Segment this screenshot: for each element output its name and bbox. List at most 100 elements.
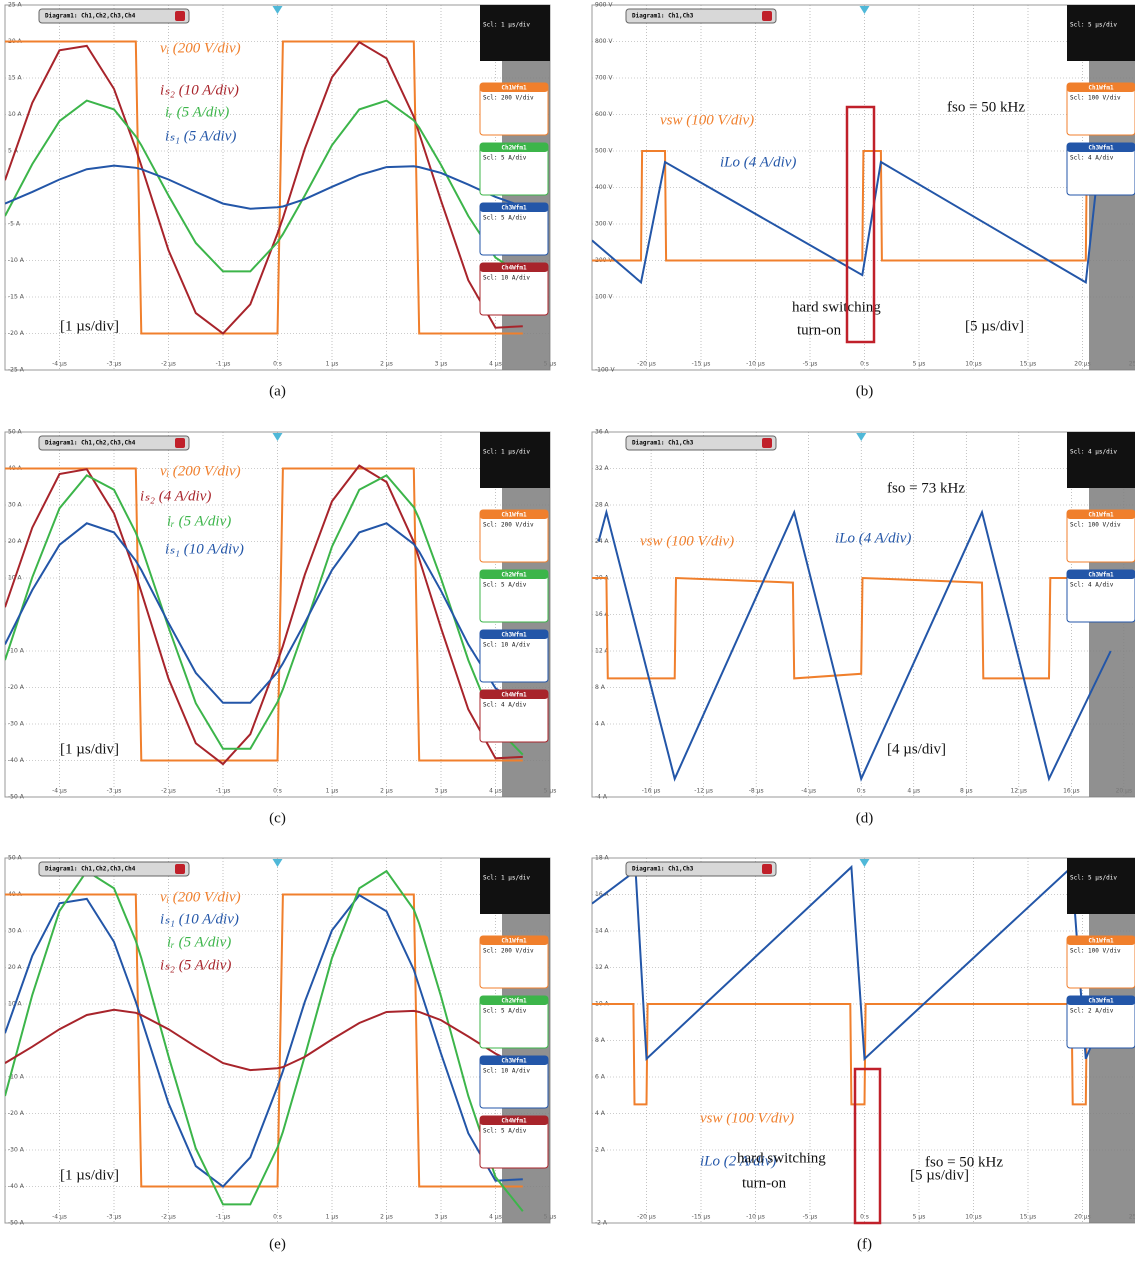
annotation: [1 µs/div]: [60, 741, 119, 757]
header: Diagram1: Ch1,Ch3: [632, 440, 694, 447]
annotation: fso = 50 kHz: [947, 99, 1025, 115]
y-tick-label: 800 V: [595, 38, 613, 45]
x-tick-label: 0 s: [860, 1214, 869, 1221]
y-tick-label: -20 A: [8, 684, 25, 691]
channel-title: Ch3Wfm1: [1088, 572, 1114, 579]
channel-scale: Scl: 100 V/div: [1070, 95, 1121, 102]
x-tick-label: -4 µs: [801, 788, 816, 795]
annotation: turn-on: [742, 1175, 787, 1191]
channel-title: Ch1Wfm1: [1088, 512, 1114, 519]
y-tick-label: 8 A: [595, 684, 606, 691]
timebase: Scl: 1 µs/div: [483, 22, 530, 29]
y-tick-label: 28 A: [595, 502, 610, 509]
y-tick-label: 600 V: [595, 111, 613, 118]
channel-scale: Scl: 5 A/div: [483, 155, 527, 162]
x-tick-label: 3 µs: [435, 1214, 448, 1221]
annotation: [4 µs/div]: [887, 741, 946, 757]
channel-title: Ch3Wfm1: [1088, 998, 1114, 1005]
close-icon: [175, 11, 185, 21]
x-tick-label: -2 µs: [161, 1214, 176, 1221]
channel-scale: Scl: 5 A/div: [483, 1008, 527, 1015]
y-tick-label: 900 V: [595, 2, 613, 9]
series-label: iₛ₁ (10 A/div): [160, 911, 239, 927]
channel-title: Ch4Wfm1: [501, 692, 527, 699]
channel-title: Ch4Wfm1: [501, 265, 527, 272]
x-tick-label: 15 µs: [1020, 361, 1037, 368]
x-tick-label: 4 µs: [489, 1214, 502, 1221]
series-label: iₛ₁ (5 A/div): [165, 128, 236, 144]
annotation: [1 µs/div]: [60, 318, 119, 334]
x-tick-label: 20 µs: [1074, 1214, 1091, 1221]
y-tick-label: 32 A: [595, 465, 610, 472]
x-tick-label: 1 µs: [326, 1214, 339, 1221]
x-tick-label: -4 µs: [52, 788, 67, 795]
x-tick-label: -4 µs: [52, 1214, 67, 1221]
x-tick-label: -2 µs: [161, 788, 176, 795]
channel-title: Ch2Wfm1: [501, 572, 527, 579]
x-tick-label: 2 µs: [380, 361, 393, 368]
x-tick-label: 3 µs: [435, 788, 448, 795]
series-label: vᵢ (200 V/div): [160, 889, 241, 905]
x-tick-label: -4 µs: [52, 361, 67, 368]
y-tick-label: -10 A: [8, 648, 25, 655]
y-tick-label: 4 A: [595, 721, 606, 728]
caption: (b): [856, 383, 874, 399]
series-label: iᵣ (5 A/div): [167, 934, 231, 950]
series-label: vsw (100 V/div): [660, 112, 754, 128]
y-tick-label: -20 A: [8, 330, 25, 337]
y-tick-label: 2 A: [595, 1147, 606, 1154]
x-tick-label: 3 µs: [435, 361, 448, 368]
header: Diagram1: Ch1,Ch2,Ch3,Ch4: [45, 13, 136, 20]
y-tick-label: -50 A: [8, 1220, 25, 1227]
timebase: Scl: 5 µs/div: [1070, 875, 1117, 882]
figure: 25 A20 A15 A10 A5 A-5 A-10 A-15 A-20 A-2…: [0, 0, 1135, 1257]
x-tick-label: -3 µs: [107, 1214, 122, 1221]
x-tick-label: -1 µs: [216, 361, 231, 368]
x-tick-label: -5 µs: [803, 361, 818, 368]
y-tick-label: -30 A: [8, 721, 25, 728]
annotation: [5 µs/div]: [910, 1167, 969, 1183]
annotation: turn-on: [797, 322, 842, 338]
channel-scale: Scl: 10 A/div: [483, 642, 530, 649]
x-tick-label: -1 µs: [216, 1214, 231, 1221]
y-tick-label: 15 A: [8, 75, 23, 82]
horizontal-box: [1067, 5, 1135, 61]
caption: (d): [856, 810, 874, 826]
x-tick-label: -8 µs: [749, 788, 764, 795]
channel-title: Ch1Wfm1: [1088, 938, 1114, 945]
annotation: fso = 73 kHz: [887, 480, 965, 496]
close-icon: [762, 11, 772, 21]
x-tick-label: 2 µs: [380, 788, 393, 795]
x-tick-label: 0 s: [860, 361, 869, 368]
horizontal-box: [480, 432, 550, 488]
x-tick-label: -3 µs: [107, 361, 122, 368]
close-icon: [175, 864, 185, 874]
x-tick-label: 0 s: [273, 1214, 282, 1221]
y-tick-label: 4 A: [595, 1110, 606, 1117]
channel-title: Ch3Wfm1: [1088, 145, 1114, 152]
y-tick-label: -30 A: [8, 1147, 25, 1154]
annotation: hard switching: [737, 1150, 826, 1166]
channel-title: Ch2Wfm1: [501, 145, 527, 152]
header: Diagram1: Ch1,Ch3: [632, 13, 694, 20]
channel-title: Ch1Wfm1: [501, 938, 527, 945]
y-tick-label: -25 A: [8, 367, 25, 374]
y-tick-label: 12 A: [595, 964, 610, 971]
scope-panel: 36 A32 A28 A24 A20 A16 A12 A8 A4 A-4 A-1…: [592, 429, 1135, 801]
x-tick-label: 5 µs: [913, 1214, 926, 1221]
scope-panel: 900 V800 V700 V600 V500 V400 V300 V200 V…: [592, 2, 1135, 374]
y-tick-label: 14 A: [595, 928, 610, 935]
series-label: vᵢ (200 V/div): [160, 40, 241, 56]
horizontal-box: [1067, 432, 1135, 488]
x-tick-label: 10 µs: [965, 361, 982, 368]
series-label: iᵣ (5 A/div): [165, 104, 229, 120]
channel-title: Ch1Wfm1: [501, 85, 527, 92]
caption: (e): [269, 1236, 286, 1252]
x-tick-label: 16 µs: [1063, 788, 1080, 795]
x-tick-label: 1 µs: [326, 361, 339, 368]
y-tick-label: 30 A: [8, 502, 23, 509]
scope-panel: 50 A40 A30 A20 A10 A-10 A-20 A-30 A-40 A…: [5, 429, 556, 801]
channel-title: Ch3Wfm1: [501, 205, 527, 212]
close-icon: [762, 864, 772, 874]
x-tick-label: 2 µs: [380, 1214, 393, 1221]
